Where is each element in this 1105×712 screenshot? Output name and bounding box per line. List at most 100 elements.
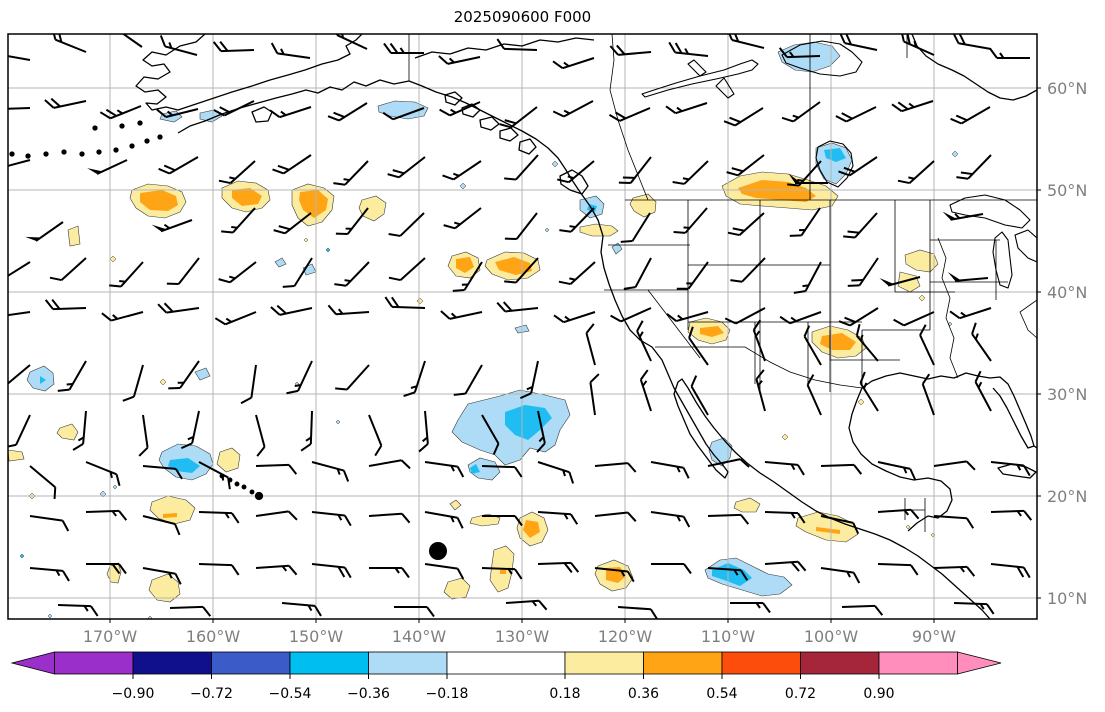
- barb-full-tick: [627, 511, 637, 522]
- barb-half-tick: [790, 463, 796, 471]
- barb-staff: [464, 364, 483, 395]
- hawaiian-island-dot: [249, 489, 255, 495]
- barb-half-tick: [682, 177, 690, 181]
- wind-barb: [974, 370, 992, 412]
- barb-full-tick: [609, 45, 619, 56]
- colorbar-tick-label: −0.90: [112, 686, 155, 702]
- barb-full-tick: [174, 573, 182, 585]
- barb-staff: [804, 261, 822, 292]
- wind-barb: [620, 212, 651, 243]
- wind-barb: [707, 458, 750, 468]
- barb-staff: [901, 100, 934, 113]
- barb-half-tick: [790, 316, 797, 322]
- wind-barbs: [8, 34, 1033, 619]
- barb-full-tick: [221, 230, 234, 234]
- barb-staff: [344, 160, 369, 186]
- wind-barb: [333, 34, 368, 50]
- barb-staff: [55, 38, 87, 53]
- barb-pennant: [25, 236, 41, 241]
- wind-barb: [158, 156, 199, 175]
- wind-barb: [424, 563, 465, 580]
- barb-full-tick: [622, 176, 635, 179]
- barb-staff: [120, 261, 144, 288]
- wind-barb: [87, 159, 128, 175]
- wind-barb: [820, 463, 863, 475]
- barb-full-tick: [273, 229, 286, 235]
- anomaly-speck: [857, 398, 865, 406]
- wind-barb: [859, 371, 879, 412]
- colorbar-tick-label: −0.54: [269, 686, 312, 702]
- barb-half-tick: [66, 382, 73, 386]
- wind-barb: [519, 360, 539, 400]
- barb-half-tick: [757, 380, 763, 387]
- wind-barb: [557, 160, 595, 184]
- anomaly-region: [216, 447, 241, 473]
- wind-barb: [553, 311, 596, 324]
- barb-full-tick: [118, 563, 127, 575]
- barb-staff: [629, 156, 652, 184]
- barb-staff: [15, 414, 31, 446]
- wind-barb: [8, 414, 31, 449]
- barb-half-tick: [564, 315, 571, 321]
- barb-full-tick: [382, 111, 394, 121]
- barb-staff: [255, 510, 289, 517]
- barb-full-tick: [732, 227, 745, 232]
- barb-pennant: [947, 271, 962, 281]
- lon-tick-label: 150°W: [289, 627, 344, 646]
- barb-full-tick: [570, 562, 580, 573]
- barb-full-tick: [910, 564, 919, 576]
- colorbar-left-arrow: [10, 651, 55, 675]
- colorbar-tick-label: 0.90: [863, 686, 894, 702]
- barb-half-tick: [977, 381, 983, 389]
- barb-full-tick: [852, 572, 861, 584]
- anomaly-region: [500, 570, 506, 574]
- barb-staff: [990, 563, 1024, 569]
- barb-full-tick: [731, 167, 744, 173]
- barb-full-tick: [900, 34, 905, 42]
- barb-staff: [29, 515, 63, 522]
- barb-full-tick: [44, 299, 54, 310]
- anomaly-region: [456, 257, 474, 273]
- aleutian-island-dot: [137, 120, 143, 126]
- barb-staff: [515, 257, 539, 284]
- lat-tick-label: 60°N: [1047, 79, 1087, 98]
- barb-staff: [675, 102, 708, 115]
- barb-full-tick: [335, 387, 348, 391]
- wind-barb: [690, 375, 709, 416]
- barb-full-tick: [726, 171, 739, 177]
- barb-full-tick: [682, 467, 690, 479]
- anomaly-region: [358, 195, 387, 222]
- barb-staff: [142, 567, 176, 575]
- barb-staff: [650, 461, 684, 469]
- barb-staff: [424, 461, 458, 468]
- barb-staff: [110, 105, 142, 120]
- wind-barb: [481, 414, 500, 455]
- anomaly-speck: [335, 419, 341, 425]
- barb-staff: [734, 107, 764, 127]
- wind-barb: [142, 515, 181, 536]
- lake-outline: [687, 59, 707, 77]
- barb-half-tick: [790, 512, 796, 519]
- aleutian-island-dot: [43, 151, 49, 157]
- barb-staff: [35, 221, 64, 242]
- wind-barb: [594, 511, 637, 522]
- wind-barb: [990, 509, 1033, 521]
- barb-staff: [707, 513, 742, 517]
- barb-full-tick: [339, 34, 344, 38]
- colorbar-segment: [878, 651, 958, 675]
- wind-barb: [933, 515, 975, 529]
- wind-barb: [57, 360, 87, 392]
- anomaly-region: [377, 100, 429, 120]
- barb-full-tick: [965, 460, 976, 471]
- barb-staff: [338, 102, 368, 122]
- barb-staff: [281, 602, 315, 607]
- anomaly-region: [194, 367, 211, 381]
- barb-half-tick: [686, 282, 693, 285]
- barb-staff: [368, 414, 383, 446]
- wind-barb: [255, 414, 266, 457]
- barb-full-tick: [986, 603, 995, 615]
- barb-full-tick: [897, 179, 910, 185]
- barb-staff: [634, 257, 652, 288]
- barb-full-tick: [403, 391, 416, 398]
